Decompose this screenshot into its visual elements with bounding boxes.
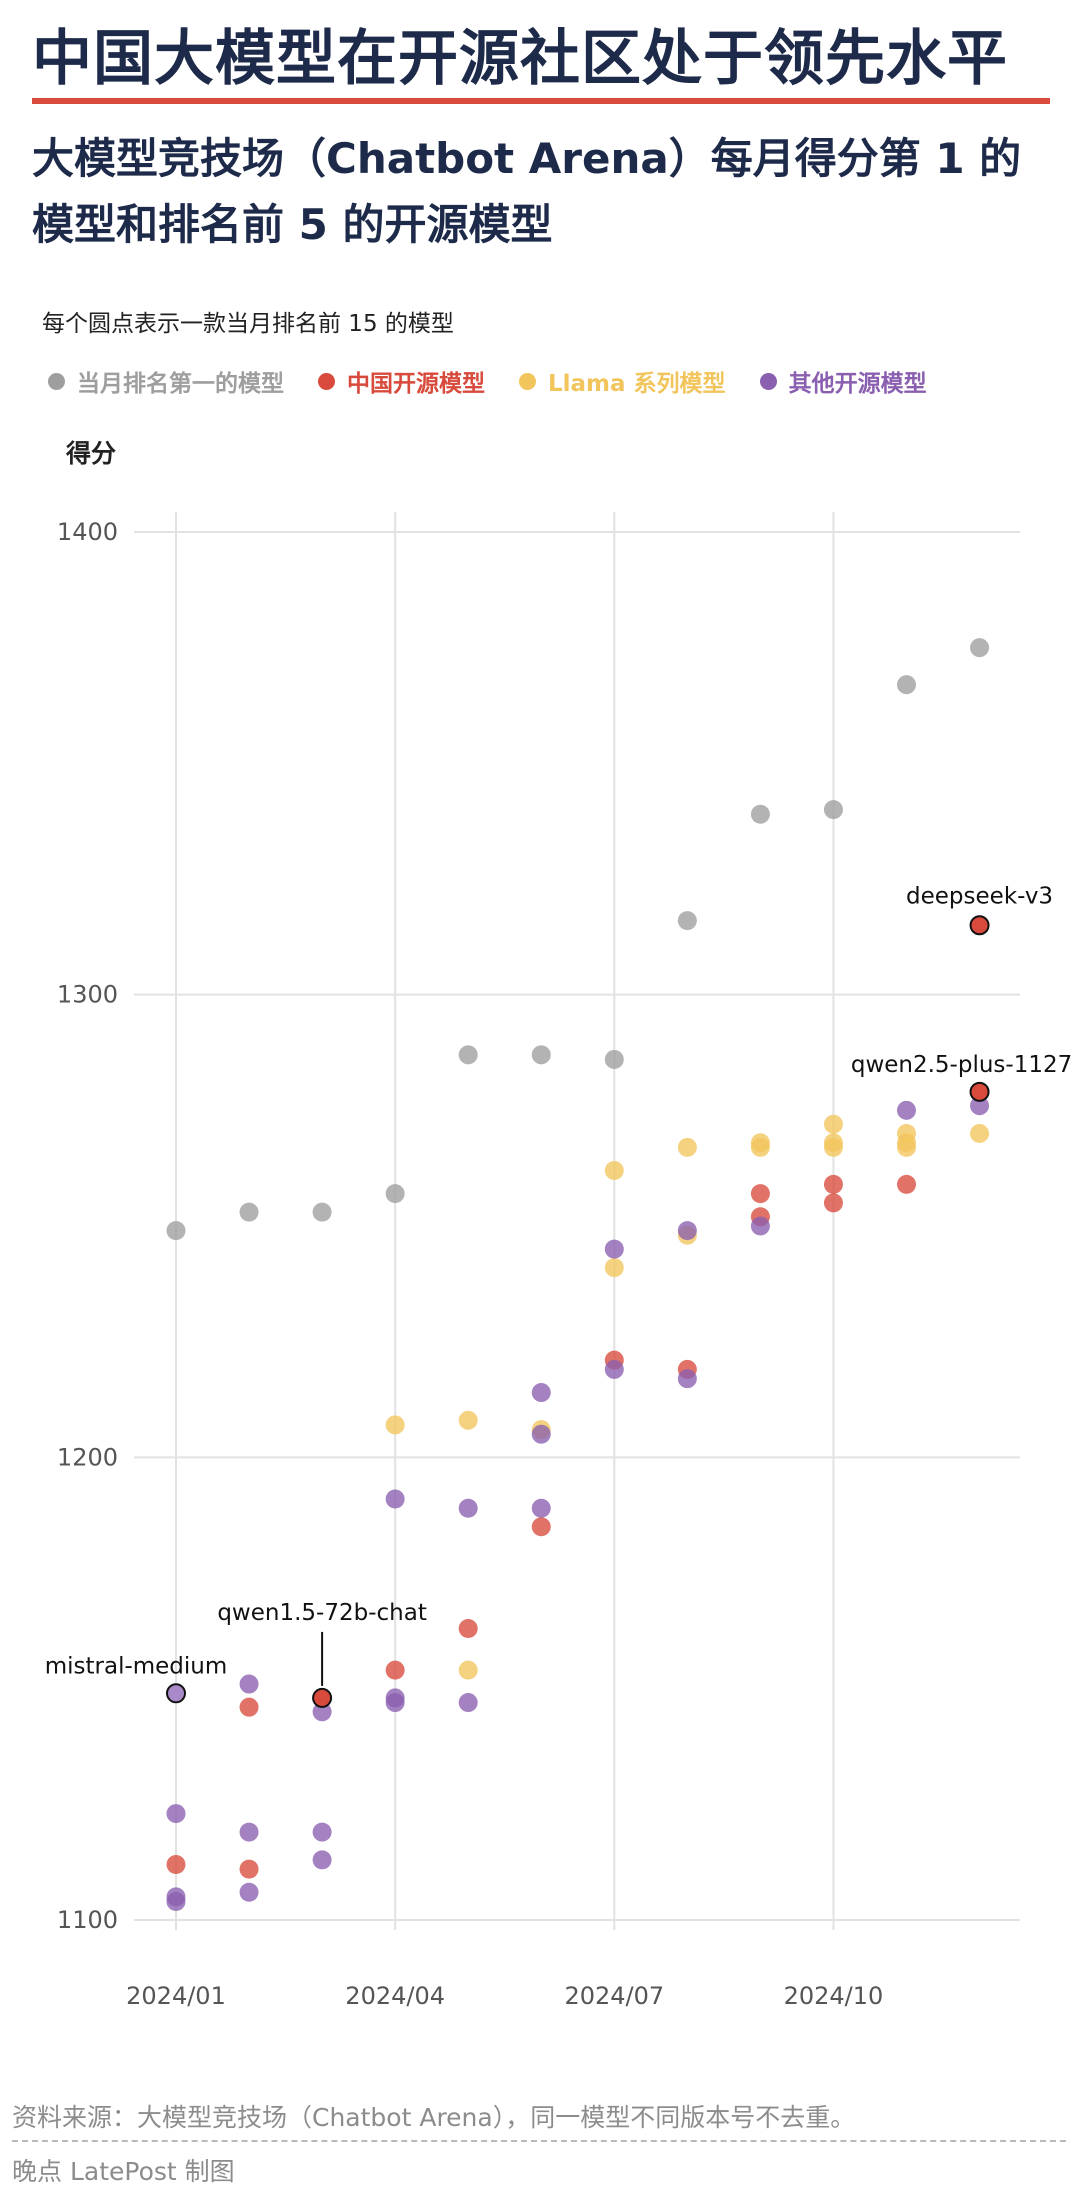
data-point <box>458 1693 478 1713</box>
annotation-label: qwen2.5-plus-1127 <box>851 1052 1072 1078</box>
data-point <box>458 1410 478 1430</box>
data-point <box>239 1674 259 1694</box>
chart-title: 中国大模型在开源社区处于领先水平 <box>32 24 1008 94</box>
data-point <box>239 1882 259 1902</box>
legend-swatch <box>318 372 335 390</box>
data-point <box>531 1424 551 1444</box>
data-point <box>312 1822 332 1842</box>
data-point <box>385 1660 405 1680</box>
data-point <box>823 1193 843 1213</box>
legend-item-other-open-source: 其他开源模型 <box>759 364 927 398</box>
data-point <box>970 1123 990 1143</box>
highlighted-point <box>166 1683 186 1704</box>
data-point <box>385 1415 405 1435</box>
y-tick-label: 1200 <box>57 1443 118 1471</box>
legend: 当月排名第一的模型 中国开源模型 Llama 系列模型 其他开源模型 <box>48 364 927 398</box>
data-point <box>385 1184 405 1204</box>
data-point <box>531 1498 551 1518</box>
data-point <box>458 1619 478 1639</box>
data-point <box>750 804 770 824</box>
data-point <box>531 1383 551 1403</box>
data-point <box>750 1216 770 1236</box>
data-point <box>750 1184 770 1204</box>
data-point <box>970 638 990 658</box>
data-point <box>458 1660 478 1680</box>
data-point <box>897 1123 916 1143</box>
annotation-label: deepseek-v3 <box>906 883 1053 909</box>
data-point <box>677 1137 697 1157</box>
data-point <box>312 1702 332 1722</box>
data-point <box>166 1887 186 1907</box>
highlighted-point <box>969 1081 990 1102</box>
axis-layer: 1100 1200 1300 1400 2024/01 2024/04 2024/07 202… <box>57 439 883 2010</box>
data-point <box>604 1160 624 1180</box>
credit-line: 晚点 LatePost 制图 <box>12 2157 235 2186</box>
chart-note: 每个圆点表示一款当月排名前 15 的模型 <box>42 311 454 337</box>
data-point <box>970 1096 990 1116</box>
data-point <box>458 1045 478 1065</box>
data-point <box>604 1258 624 1278</box>
data-point <box>239 1697 259 1717</box>
data-point <box>239 1859 259 1879</box>
data-point <box>531 1045 551 1065</box>
data-point <box>677 1369 697 1389</box>
x-tick-label: 2024/07 <box>564 1982 664 2010</box>
highlighted-point <box>969 915 990 936</box>
footer-divider <box>12 2140 1066 2142</box>
data-point <box>897 675 916 695</box>
data-point <box>677 1221 697 1241</box>
data-point <box>823 1114 843 1134</box>
source-note: 资料来源：大模型竞技场（Chatbot Arena），同一模型不同版本号不去重。 <box>12 2103 856 2132</box>
highlighted-point <box>312 1687 333 1708</box>
legend-label: 中国开源模型 <box>347 371 485 397</box>
data-point <box>385 1489 405 1509</box>
y-axis-label: 得分 <box>65 439 116 468</box>
y-tick-label: 1100 <box>57 1906 118 1934</box>
legend-item-llama: Llama 系列模型 <box>519 364 726 398</box>
legend-label: Llama 系列模型 <box>548 371 726 397</box>
x-tick-label: 2024/04 <box>345 1982 445 2010</box>
data-point <box>312 1202 332 1222</box>
data-point <box>823 800 843 820</box>
data-point <box>531 1517 551 1537</box>
data-point <box>750 1133 770 1153</box>
data-point <box>823 1133 843 1153</box>
data-point <box>312 1850 332 1870</box>
legend-item-top-model: 当月排名第一的模型 <box>48 364 284 398</box>
data-point <box>166 1854 186 1874</box>
legend-swatch <box>48 372 65 390</box>
data-point <box>897 1100 916 1120</box>
annotation-label: mistral-medium <box>45 1653 228 1679</box>
legend-swatch <box>519 372 536 390</box>
grid-layer <box>134 512 1020 1930</box>
points-layer <box>166 638 990 1911</box>
legend-label: 其他开源模型 <box>788 371 927 397</box>
data-point <box>239 1822 259 1842</box>
data-point <box>239 1202 259 1222</box>
data-point <box>385 1688 405 1708</box>
data-point <box>604 1359 624 1379</box>
annotation-label: qwen1.5-72b-chat <box>217 1600 427 1626</box>
data-point <box>604 1239 624 1259</box>
data-point <box>166 1221 186 1241</box>
y-tick-label: 1300 <box>57 981 118 1009</box>
scatter-chart: 1100 1200 1300 1400 2024/01 2024/04 2024/07 202… <box>45 439 1073 2010</box>
title-divider <box>32 98 1050 104</box>
data-point <box>897 1174 916 1194</box>
data-point <box>677 911 697 931</box>
data-point <box>166 1804 186 1824</box>
x-tick-label: 2024/10 <box>784 1982 884 2010</box>
x-tick-label: 2024/01 <box>126 1982 226 2010</box>
legend-item-china-open-source: 中国开源模型 <box>318 364 485 398</box>
annotation-layer: mistral-medium qwen1.5-72b-chat deepseek-v… <box>45 883 1072 1708</box>
legend-swatch <box>759 372 777 390</box>
data-point <box>823 1174 843 1194</box>
data-point <box>458 1498 478 1518</box>
data-point <box>604 1049 624 1069</box>
legend-label: 当月排名第一的模型 <box>77 371 284 397</box>
chart-subtitle: 大模型竞技场（Chatbot Arena）每月得分第 1 的模型和排名前 5 的… <box>32 134 1022 249</box>
y-tick-label: 1400 <box>57 518 118 546</box>
